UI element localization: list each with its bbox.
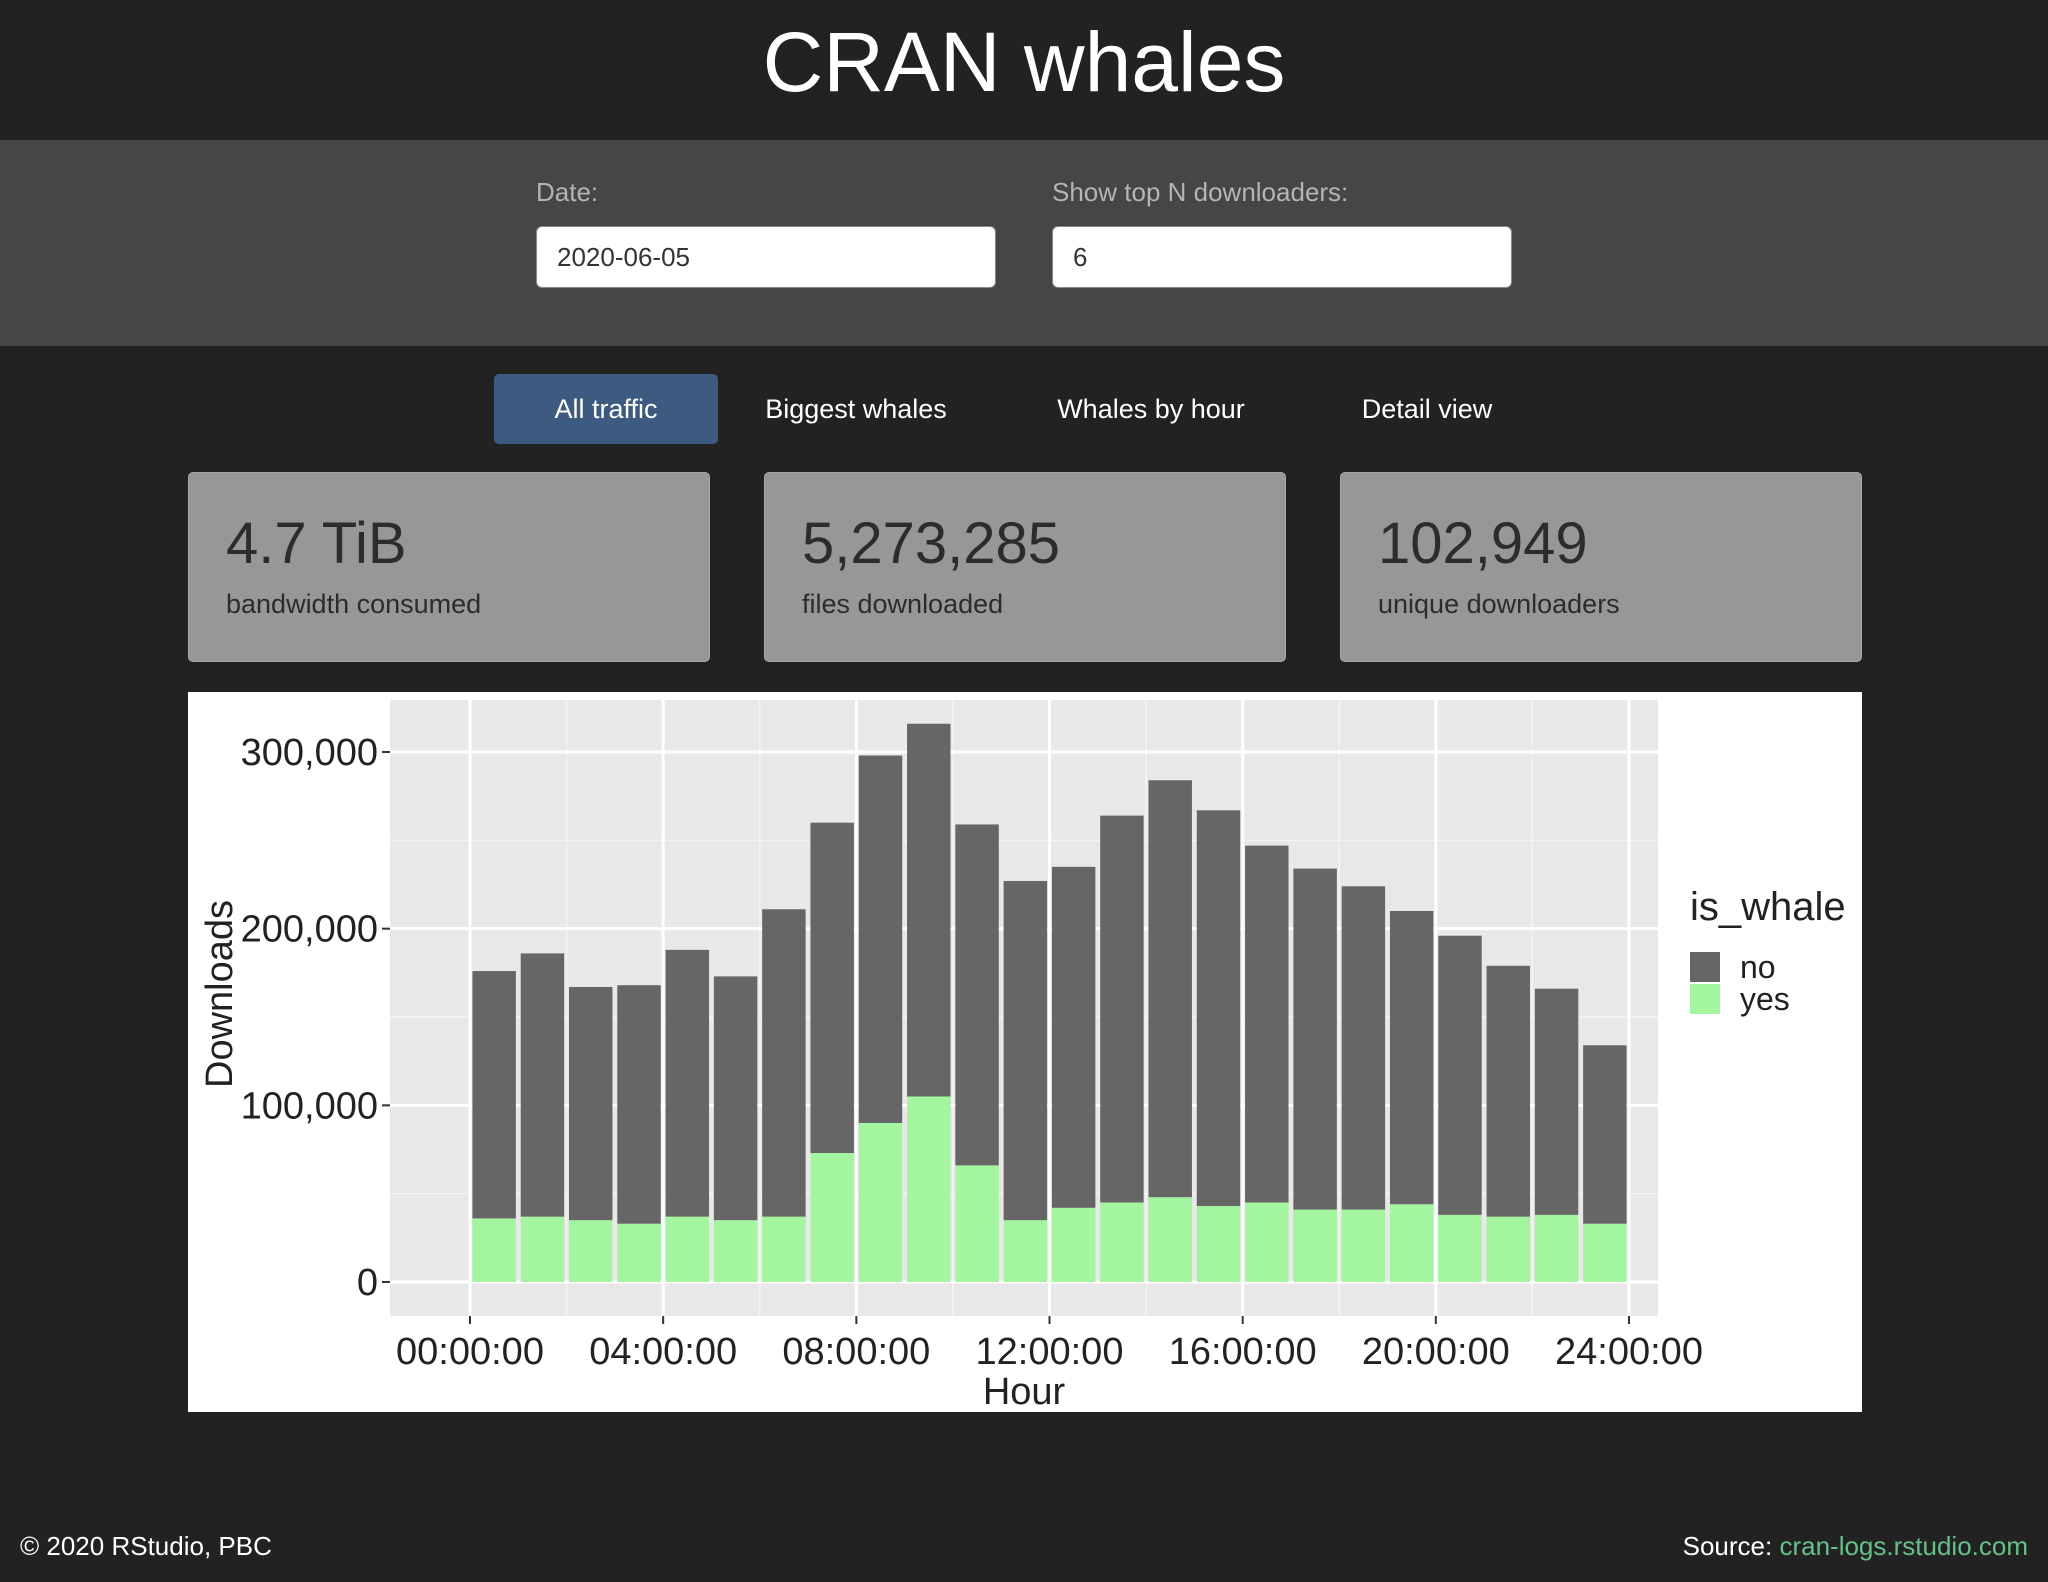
bar-yes <box>713 1220 758 1282</box>
bar-yes <box>1486 1216 1531 1282</box>
bar-no <box>858 755 903 1123</box>
x-tick-label: 00:00:00 <box>396 1331 544 1373</box>
bar-no <box>955 824 999 1166</box>
tab-biggest-whales[interactable]: Biggest whales <box>765 394 947 424</box>
bar-no <box>665 949 710 1217</box>
bar-no <box>1245 845 1289 1203</box>
bar-yes <box>1100 1202 1144 1282</box>
tab-all-traffic[interactable]: All traffic <box>494 374 718 444</box>
date-input[interactable] <box>536 226 996 288</box>
bar-yes <box>858 1123 903 1282</box>
bar-no <box>1583 1045 1627 1224</box>
x-tick-label: 04:00:00 <box>589 1331 737 1373</box>
bar-yes <box>472 1218 516 1282</box>
bar-no <box>1051 866 1096 1208</box>
stat-card-downloaders: 102,949 unique downloaders <box>1340 472 1862 662</box>
bar-no <box>1486 965 1531 1217</box>
stat-value: 4.7 TiB <box>226 511 407 576</box>
tab-whales-by-hour[interactable]: Whales by hour <box>1057 394 1245 424</box>
bar-no <box>617 985 661 1224</box>
x-tick-label: 16:00:00 <box>1169 1331 1317 1373</box>
bar-no <box>568 986 613 1221</box>
stat-label: unique downloaders <box>1378 589 1620 619</box>
bar-no <box>1196 810 1241 1207</box>
page-title: CRAN whales <box>762 15 1286 109</box>
footer-source-link[interactable]: cran-logs.rstudio.com <box>1779 1531 2028 1561</box>
bar-yes <box>1196 1206 1241 1282</box>
chart-svg: 0 100,000 200,000 300,000 00:00:00 04:00:00 08… <box>199 700 1846 1412</box>
y-tick-label: 300,000 <box>241 732 378 774</box>
bar-no <box>1003 880 1048 1221</box>
bar-yes <box>1583 1223 1627 1282</box>
bar-no <box>1534 988 1579 1215</box>
bar-yes <box>1051 1207 1096 1282</box>
legend-label-no: no <box>1740 949 1776 985</box>
bar-no <box>472 971 516 1219</box>
bar-yes <box>762 1216 806 1282</box>
stat-value: 5,273,285 <box>802 511 1061 576</box>
bar-yes <box>568 1220 613 1282</box>
x-tick-label: 24:00:00 <box>1555 1331 1703 1373</box>
x-tick-label: 08:00:00 <box>782 1331 930 1373</box>
y-tick-label: 0 <box>357 1262 378 1304</box>
footer-copyright: © 2020 RStudio, PBC <box>20 1531 272 1561</box>
footer-source-label: Source: <box>1682 1531 1773 1561</box>
y-axis-title: Downloads <box>199 900 241 1088</box>
stat-label: bandwidth consumed <box>226 589 482 619</box>
bar-no <box>1148 780 1192 1198</box>
legend-title: is_whale <box>1690 885 1846 929</box>
x-tick-label: 12:00:00 <box>976 1331 1124 1373</box>
tab-detail-view[interactable]: Detail view <box>1361 394 1493 424</box>
bar-yes <box>1293 1209 1337 1282</box>
date-field-group: Date: <box>536 172 996 288</box>
x-axis-title: Hour <box>983 1371 1066 1412</box>
x-tick-label: 20:00:00 <box>1362 1331 1510 1373</box>
bar-no <box>1389 911 1434 1205</box>
bar-yes <box>1003 1220 1048 1282</box>
bar-yes <box>1438 1214 1482 1282</box>
stat-card-files: 5,273,285 files downloaded <box>764 472 1286 662</box>
bar-yes <box>1389 1204 1434 1282</box>
bar-yes <box>617 1223 661 1282</box>
bar-yes <box>1341 1209 1386 1282</box>
bar-yes <box>907 1096 951 1282</box>
legend-label-yes: yes <box>1740 981 1790 1017</box>
bar-yes <box>520 1216 565 1282</box>
legend-key-yes <box>1690 984 1720 1014</box>
bar-no <box>1438 935 1482 1215</box>
bar-no <box>1293 868 1337 1210</box>
bar-no <box>907 723 951 1097</box>
topn-label: Show top N downloaders: <box>1052 177 1349 207</box>
bar-no <box>762 909 806 1217</box>
footer-source: Source: cran-logs.rstudio.com <box>1683 1531 2028 1562</box>
y-tick-label: 200,000 <box>241 909 378 951</box>
topn-field-group: Show top N downloaders: <box>1052 172 1512 288</box>
stat-label: files downloaded <box>802 589 1004 619</box>
y-tick-label: 100,000 <box>241 1085 378 1127</box>
bar-no <box>1341 886 1386 1210</box>
bar-yes <box>1245 1202 1289 1282</box>
bar-yes <box>665 1216 710 1282</box>
bar-yes <box>810 1153 854 1282</box>
legend-key-no <box>1690 952 1720 982</box>
controls-panel: Date: Show top N downloaders: <box>0 140 2048 346</box>
bar-no <box>713 976 758 1221</box>
bar-yes <box>1148 1197 1192 1282</box>
stat-card-bandwidth: 4.7 TiB bandwidth consumed <box>188 472 710 662</box>
bar-no <box>810 822 854 1154</box>
stat-value: 102,949 <box>1378 511 1588 576</box>
bar-yes <box>1534 1214 1579 1282</box>
date-label: Date: <box>536 177 599 207</box>
downloads-chart: 0 100,000 200,000 300,000 00:00:00 04:00:00 08… <box>188 692 1862 1412</box>
topn-input[interactable] <box>1052 226 1512 288</box>
bar-yes <box>955 1165 999 1282</box>
bar-no <box>520 953 565 1217</box>
bar-no <box>1100 815 1144 1203</box>
